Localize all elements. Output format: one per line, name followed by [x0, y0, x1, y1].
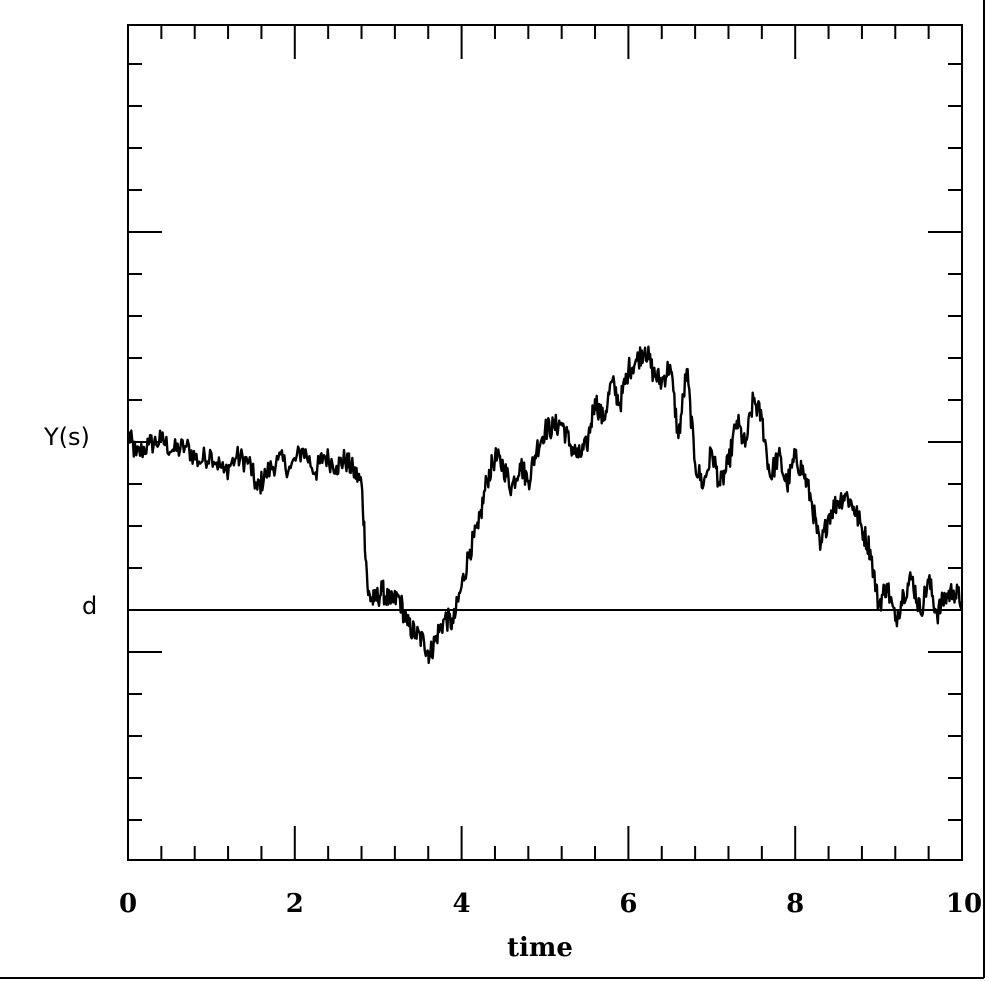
x-tick-labels: 0 2 4 6 8 10 [119, 889, 982, 919]
x-tick-label: 0 [119, 889, 137, 919]
x-tick-label: 2 [286, 889, 304, 919]
y-marker-label-upper: Y(s) [43, 423, 90, 451]
y-marker-label-lower: d [82, 592, 97, 620]
x-tick-label: 6 [619, 889, 637, 919]
x-axis-title: time [507, 933, 573, 963]
axis-ticks [127, 25, 963, 860]
x-tick-label: 4 [453, 889, 471, 919]
x-tick-label: 8 [786, 889, 804, 919]
series-path [126, 345, 964, 665]
x-tick-label: 10 [946, 889, 982, 919]
